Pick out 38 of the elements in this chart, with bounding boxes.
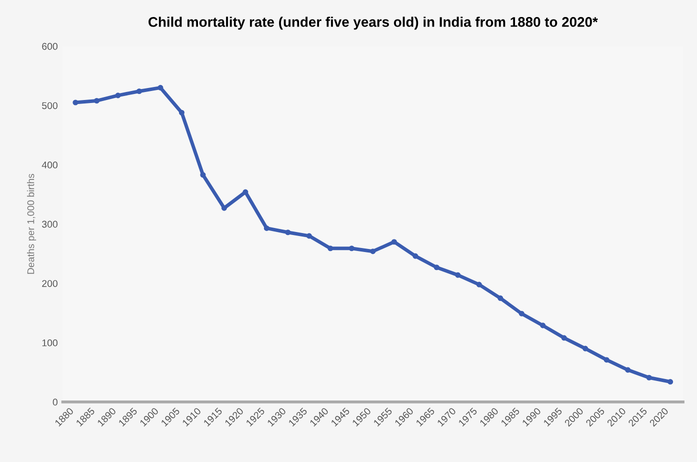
point	[518, 310, 524, 316]
point	[455, 272, 461, 278]
point	[72, 100, 78, 106]
y-tick-label: 400	[42, 162, 58, 168]
point	[412, 253, 418, 259]
point	[94, 98, 100, 104]
point	[221, 205, 227, 211]
y-tick-label: 100	[42, 339, 58, 346]
point	[306, 233, 312, 239]
point	[115, 92, 121, 98]
point	[434, 264, 440, 270]
point	[668, 379, 674, 385]
point	[136, 88, 142, 94]
point	[604, 357, 610, 363]
point	[285, 230, 291, 236]
point	[200, 172, 206, 178]
point	[348, 246, 354, 252]
y-tick-label: 300	[42, 220, 58, 228]
y-tick-label: 200	[42, 280, 58, 287]
point	[328, 246, 334, 252]
point	[391, 239, 397, 245]
point	[178, 110, 184, 116]
y-axis-title: Deaths per 1,000 births	[27, 174, 36, 274]
point	[242, 189, 248, 195]
point	[264, 225, 270, 231]
chart-title: Child mortality rate (under five years old) in India from 1880 to 2020*	[148, 16, 598, 30]
point	[498, 295, 504, 301]
point	[582, 346, 588, 352]
point	[540, 322, 546, 328]
point	[646, 374, 652, 380]
point	[476, 282, 482, 288]
point	[561, 335, 567, 341]
point	[158, 84, 164, 90]
y-tick-label: 600	[42, 42, 58, 50]
y-tick-label: 500	[42, 102, 58, 110]
point	[370, 248, 376, 254]
point	[625, 367, 631, 373]
y-tick-label: 0	[52, 398, 58, 406]
